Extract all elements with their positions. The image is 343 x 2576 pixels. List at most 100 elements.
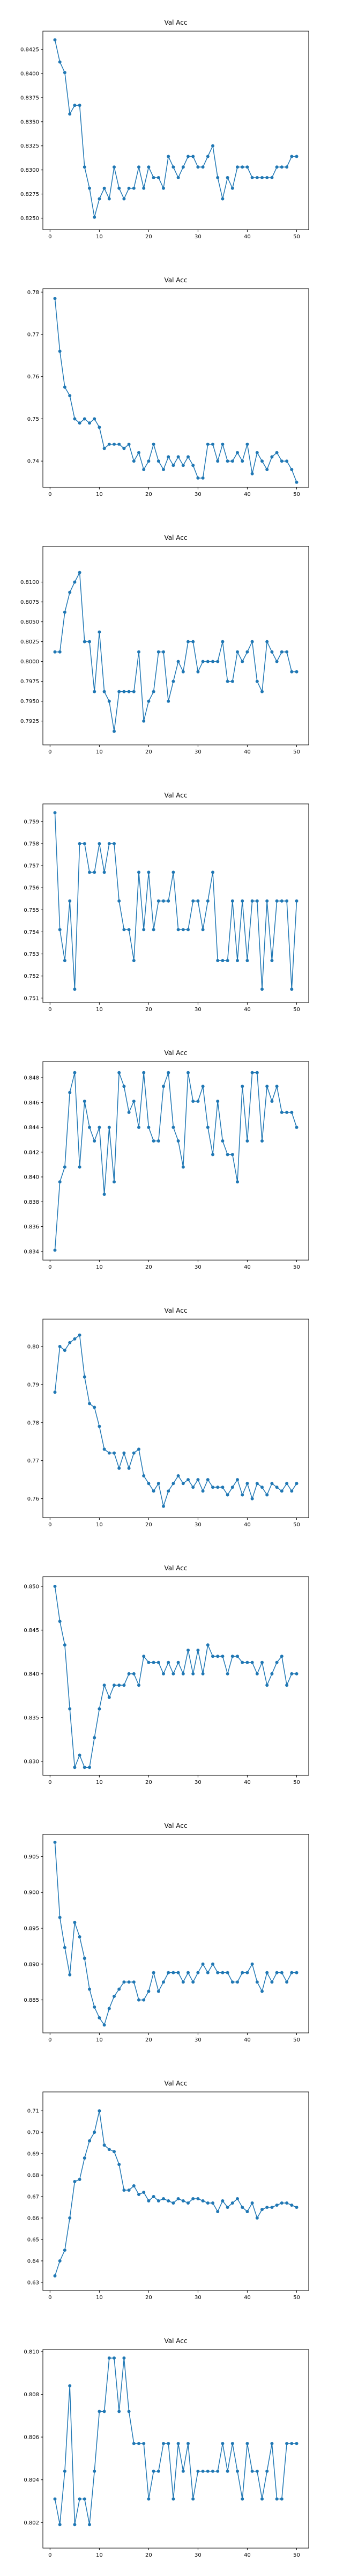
data-point [93, 690, 96, 693]
data-point [127, 1672, 131, 1675]
x-tick-label: 20 [145, 2552, 152, 2558]
data-point [176, 1971, 180, 1974]
data-point [58, 1915, 62, 1919]
x-tick-label: 30 [195, 2552, 202, 2558]
data-point [176, 455, 180, 459]
data-point [295, 670, 299, 674]
x-tick-label: 30 [195, 1522, 202, 1528]
data-point [162, 1085, 165, 1088]
data-point [201, 1962, 205, 1966]
data-point [280, 1971, 284, 1974]
y-tick-label: 0.890 [24, 1962, 39, 1967]
data-point [63, 958, 66, 962]
x-tick-label: 10 [96, 2295, 103, 2301]
y-tick-label: 0.8400 [20, 71, 39, 77]
data-point [245, 2210, 249, 2213]
y-tick-label: 0.885 [24, 1997, 39, 2003]
data-point [181, 2199, 185, 2202]
data-point [176, 928, 180, 932]
data-point [152, 928, 155, 932]
data-point [181, 928, 185, 932]
data-point [236, 1478, 239, 1482]
y-tick-label: 0.70 [27, 2130, 39, 2136]
data-point [93, 1406, 96, 1409]
data-point [122, 1085, 126, 1088]
data-point [167, 1971, 170, 1974]
data-point [156, 176, 160, 179]
data-point [216, 2210, 220, 2213]
data-point [295, 2206, 299, 2209]
data-point [156, 2199, 160, 2202]
data-point [206, 2201, 210, 2205]
data-point [63, 2469, 66, 2473]
data-point [260, 2497, 264, 2501]
data-point [172, 165, 175, 169]
y-tick-label: 0.69 [27, 2151, 39, 2157]
data-point [53, 1840, 57, 1844]
y-tick-label: 0.758 [24, 841, 39, 847]
y-tick-label: 0.830 [24, 1759, 39, 1765]
x-tick-label: 0 [48, 1522, 51, 1528]
data-point [230, 2442, 234, 2446]
data-point [211, 1962, 214, 1966]
data-point [181, 1980, 185, 1984]
data-point [102, 870, 106, 874]
data-point [270, 1672, 274, 1675]
data-point [167, 2442, 170, 2446]
axes-frame [42, 2349, 309, 2549]
data-point [206, 155, 210, 158]
data-point [275, 1660, 279, 1664]
data-point [196, 1971, 200, 1974]
data-point [98, 2109, 101, 2113]
data-point [142, 2191, 146, 2194]
data-point [122, 1980, 126, 1984]
data-point [181, 670, 185, 674]
data-point [187, 455, 190, 459]
x-tick-label: 40 [244, 1780, 251, 1785]
data-point [156, 899, 160, 903]
data-point [113, 842, 116, 845]
chart-title: Val Acc [165, 1307, 188, 1314]
data-point [221, 197, 225, 201]
data-point [245, 1971, 249, 1974]
data-point [221, 1971, 225, 1974]
x-tick-label: 20 [145, 2037, 152, 2043]
data-point [260, 1989, 264, 1993]
data-point [132, 1672, 136, 1675]
data-point [236, 2197, 239, 2200]
y-tick-label: 0.8100 [20, 580, 39, 586]
y-tick-label: 0.8250 [20, 216, 39, 222]
data-point [206, 1971, 210, 1974]
data-point [241, 2206, 244, 2209]
data-point [127, 928, 131, 932]
data-point [102, 2143, 106, 2147]
y-tick-label: 0.838 [24, 1199, 39, 1205]
data-point [265, 467, 269, 471]
data-point [93, 1736, 96, 1739]
data-point [196, 2197, 200, 2200]
data-point [172, 679, 175, 683]
data-point [93, 1139, 96, 1143]
data-point [260, 987, 264, 991]
data-point [295, 899, 299, 903]
data-point [98, 1424, 101, 1428]
data-point [265, 1493, 269, 1497]
y-tick-label: 0.759 [24, 819, 39, 825]
data-point [226, 2206, 229, 2209]
data-point [68, 1341, 72, 1344]
data-point [172, 1971, 175, 1974]
data-point [78, 1935, 81, 1938]
data-point [88, 421, 91, 425]
data-point [107, 197, 111, 201]
data-point [241, 165, 244, 169]
x-tick-label: 30 [195, 1780, 202, 1785]
data-point [152, 1660, 155, 1664]
data-point [285, 1684, 289, 1687]
x-tick-label: 20 [145, 1264, 152, 1270]
data-point [280, 459, 284, 463]
data-point [241, 899, 244, 903]
x-tick-label: 40 [244, 492, 251, 497]
data-point [172, 870, 175, 874]
data-point [78, 1333, 81, 1337]
data-point [98, 1707, 101, 1711]
